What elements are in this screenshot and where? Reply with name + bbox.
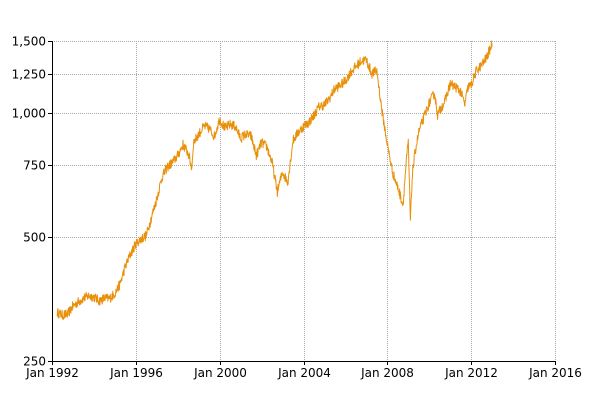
x-tick-label: Jan 2000 [193, 366, 247, 380]
y-tick-label: 1,000 [12, 107, 46, 121]
x-tick-label: Jan 1992 [25, 366, 79, 380]
x-tick-label: Jan 2008 [360, 366, 414, 380]
series-layer [56, 40, 493, 321]
x-tick-label: Jan 2004 [277, 366, 331, 380]
y-tick-label: 250 [23, 355, 46, 369]
tick-labels: 250 500 750 1,000 1,250 1,500 Jan 1992 Jan 1996… [12, 35, 582, 381]
x-tick-label: Jan 1996 [109, 366, 163, 380]
x-tick-label: Jan 2012 [444, 366, 498, 380]
y-tick-label: 1,250 [12, 68, 46, 82]
x-tick-label: Jan 2016 [528, 366, 582, 380]
axes [48, 41, 556, 365]
grid [52, 41, 556, 362]
y-tick-label: 1,500 [12, 35, 46, 49]
series-line [56, 40, 493, 321]
y-tick-label: 750 [23, 159, 46, 173]
y-tick-label: 500 [23, 231, 46, 245]
